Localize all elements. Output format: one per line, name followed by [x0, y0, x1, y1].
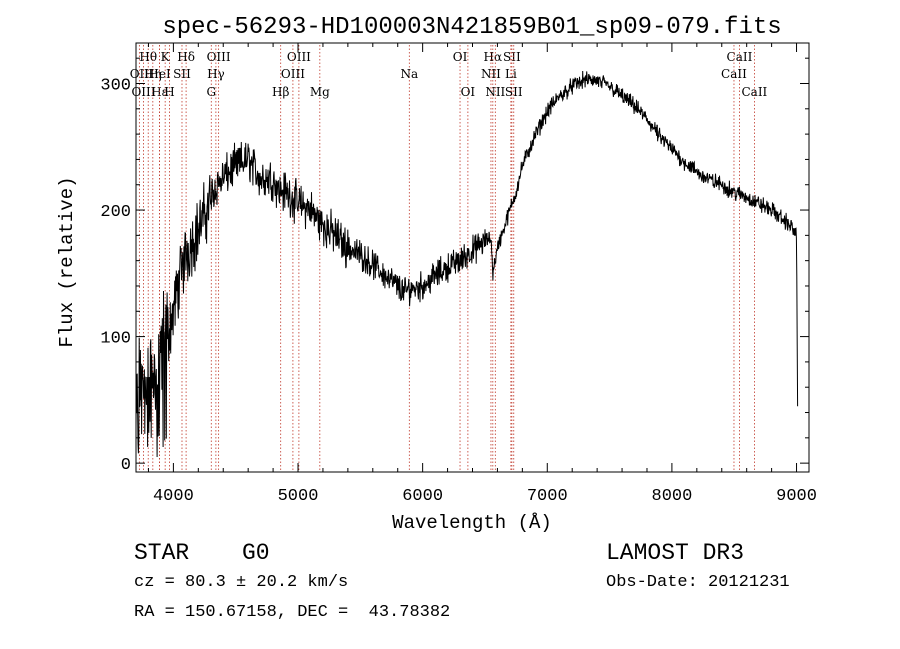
spectral-subclass: G0: [242, 540, 270, 566]
spectral-line-label: OII: [130, 67, 150, 81]
y-tick-label: 0: [121, 456, 131, 475]
spectral-line-label: K: [161, 50, 171, 64]
spectral-line-label: OIII: [131, 85, 155, 99]
y-axis-label: Flux (relative): [56, 176, 78, 347]
flux-line: [135, 70, 799, 458]
y-tick-label: 300: [100, 76, 131, 95]
x-tick-label: 6000: [402, 487, 443, 506]
spectral-line-label: CaII: [741, 85, 767, 99]
flux-series: [135, 70, 799, 458]
spectral-line-label: OI: [453, 50, 468, 64]
spectral-line-label: Hγ: [207, 67, 225, 81]
x-tick-label: 5000: [278, 487, 319, 506]
spectral-line-label: OIII: [207, 50, 231, 64]
spectral-line-label: NII: [485, 85, 505, 99]
spectral-line-label: CaII: [727, 50, 753, 64]
redshift-text: cz = 80.3 ± 20.2 km/s: [134, 573, 349, 592]
coordinates-text: RA = 150.67158, DEC = 43.78382: [134, 603, 451, 622]
chart-title: spec-56293-HD100003N421859B01_sp09-079.f…: [162, 14, 781, 41]
spectral-line-label: SII: [503, 50, 521, 64]
spectral-line-label: Hα: [484, 50, 503, 64]
spectral-line-label: H: [164, 85, 174, 99]
spectral-line-label: NII: [481, 67, 501, 81]
spectral-line-label: Hη: [144, 67, 162, 81]
obs-date: Obs-Date: 20121231: [606, 573, 790, 592]
x-tick-label: 4000: [153, 487, 194, 506]
spectral-line-label: Na: [400, 67, 418, 81]
spectral-line-label: SII: [505, 85, 523, 99]
x-tick-label: 9000: [776, 487, 817, 506]
x-tick-label: 7000: [527, 487, 568, 506]
spectral-line-label: OIII: [281, 67, 305, 81]
spectral-line-label: Li: [505, 67, 517, 81]
spectral-line-label: G: [206, 85, 216, 99]
spectral-line-label: Hθ: [139, 50, 157, 64]
y-tick-label: 100: [100, 330, 131, 349]
y-tick-label: 200: [100, 203, 131, 222]
spectral-line-label: OI: [461, 85, 476, 99]
spectral-line-label: CaII: [721, 67, 747, 81]
spectral-line-label: HeI: [148, 67, 171, 81]
object-class: STAR: [134, 540, 190, 566]
x-axis-label: Wavelength (Å): [392, 512, 552, 534]
axis-ticks: 4000 5000 6000 7000 8000 9000 0 100 200 300: [100, 43, 817, 506]
spectral-line-label: OIII: [287, 50, 311, 64]
spectral-line-label: SII: [173, 67, 191, 81]
spectrum-chart: spec-56293-HD100003N421859B01_sp09-079.f…: [56, 14, 817, 534]
x-tick-label: 8000: [652, 487, 693, 506]
spectral-line-label: Hδ: [177, 50, 195, 64]
spectral-line-label: Mg: [310, 85, 330, 99]
spectral-line-label: Hβ: [272, 85, 289, 99]
survey-name: LAMOST DR3: [606, 540, 745, 566]
